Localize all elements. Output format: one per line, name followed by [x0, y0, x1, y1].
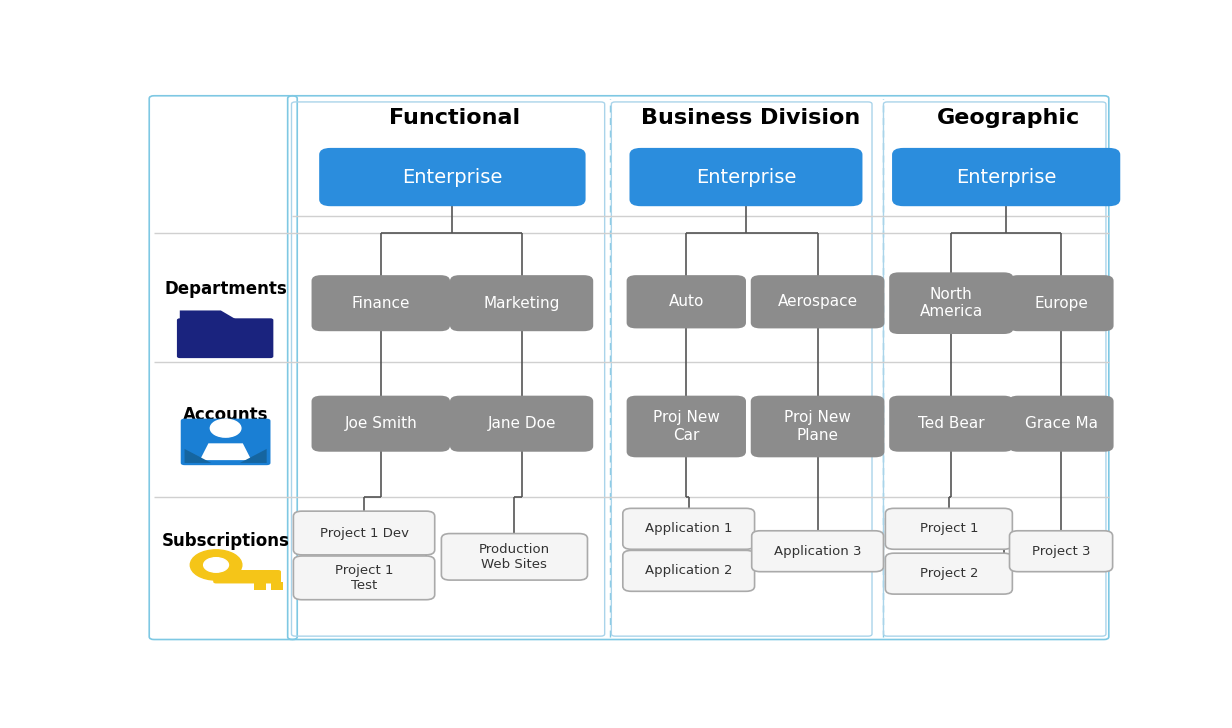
Text: North
America: North America — [919, 287, 983, 320]
FancyBboxPatch shape — [312, 275, 450, 331]
FancyBboxPatch shape — [213, 570, 281, 583]
Polygon shape — [240, 449, 266, 463]
Text: Grace Ma: Grace Ma — [1025, 416, 1098, 431]
Text: Proj New
Car: Proj New Car — [653, 411, 719, 443]
Circle shape — [190, 550, 241, 580]
Text: Joe Smith: Joe Smith — [345, 416, 418, 431]
FancyBboxPatch shape — [450, 396, 594, 451]
FancyBboxPatch shape — [892, 148, 1120, 206]
Text: Business Division: Business Division — [641, 108, 860, 128]
Text: Marketing: Marketing — [483, 296, 559, 311]
Text: Application 3: Application 3 — [774, 545, 861, 558]
Text: Geographic: Geographic — [936, 108, 1080, 128]
Polygon shape — [180, 310, 237, 320]
FancyBboxPatch shape — [752, 531, 883, 571]
Text: Ted Bear: Ted Bear — [918, 416, 984, 431]
Text: Enterprise: Enterprise — [956, 167, 1056, 186]
Text: Enterprise: Enterprise — [696, 167, 796, 186]
Polygon shape — [185, 449, 212, 463]
Text: Project 1
Test: Project 1 Test — [335, 564, 393, 592]
Text: Project 1 Dev: Project 1 Dev — [319, 526, 409, 539]
Text: Enterprise: Enterprise — [402, 167, 503, 186]
FancyBboxPatch shape — [623, 550, 754, 591]
FancyBboxPatch shape — [627, 396, 747, 457]
FancyBboxPatch shape — [890, 272, 1013, 334]
FancyBboxPatch shape — [293, 511, 435, 555]
FancyBboxPatch shape — [623, 508, 754, 549]
Polygon shape — [200, 443, 251, 460]
Circle shape — [211, 419, 241, 437]
Text: Functional: Functional — [389, 108, 520, 128]
Text: Proj New
Plane: Proj New Plane — [784, 411, 851, 443]
FancyBboxPatch shape — [630, 148, 862, 206]
FancyBboxPatch shape — [1009, 396, 1114, 451]
Text: Application 2: Application 2 — [644, 564, 733, 577]
FancyBboxPatch shape — [293, 556, 435, 600]
Text: Departments: Departments — [164, 280, 287, 298]
Text: Auto: Auto — [669, 294, 703, 309]
Text: Project 3: Project 3 — [1032, 545, 1090, 558]
FancyBboxPatch shape — [627, 275, 747, 328]
FancyBboxPatch shape — [181, 419, 271, 465]
Text: Aerospace: Aerospace — [777, 294, 857, 309]
FancyBboxPatch shape — [441, 534, 588, 580]
FancyBboxPatch shape — [319, 148, 585, 206]
FancyBboxPatch shape — [177, 318, 274, 358]
FancyBboxPatch shape — [890, 396, 1013, 451]
Text: Subscriptions: Subscriptions — [161, 532, 290, 550]
Circle shape — [203, 558, 228, 572]
Text: Production
Web Sites: Production Web Sites — [479, 543, 549, 571]
FancyBboxPatch shape — [1009, 275, 1114, 331]
Text: Application 1: Application 1 — [644, 522, 733, 535]
FancyBboxPatch shape — [450, 275, 594, 331]
FancyBboxPatch shape — [886, 553, 1013, 594]
Text: Jane Doe: Jane Doe — [488, 416, 556, 431]
Text: Europe: Europe — [1034, 296, 1088, 311]
FancyBboxPatch shape — [1009, 531, 1112, 571]
FancyBboxPatch shape — [750, 275, 885, 328]
Text: Finance: Finance — [351, 296, 410, 311]
Text: Project 1: Project 1 — [919, 522, 978, 535]
Text: Accounts: Accounts — [182, 406, 269, 424]
FancyBboxPatch shape — [886, 508, 1013, 549]
Text: Project 2: Project 2 — [919, 567, 978, 580]
FancyBboxPatch shape — [312, 396, 450, 451]
FancyBboxPatch shape — [750, 396, 885, 457]
Bar — [271, 582, 283, 590]
Bar — [254, 581, 266, 590]
